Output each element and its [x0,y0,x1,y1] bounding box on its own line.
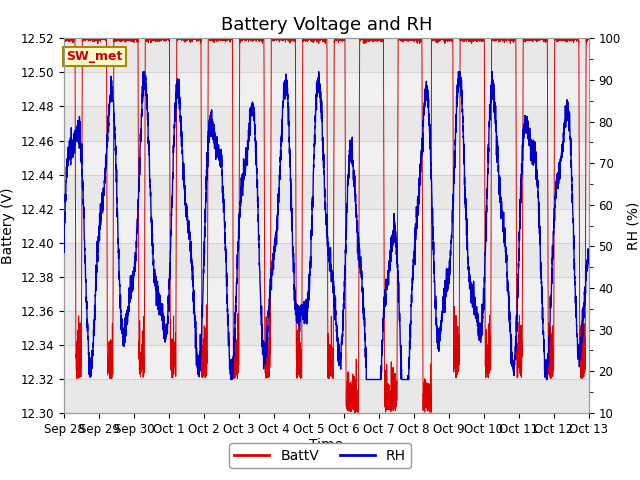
Bar [64,311,589,345]
Legend: BattV, RH: BattV, RH [229,443,411,468]
Bar [64,141,589,175]
Bar [64,175,589,209]
Title: Battery Voltage and RH: Battery Voltage and RH [221,16,432,34]
Bar [64,107,589,141]
Bar [64,345,589,379]
Bar [64,276,589,311]
Bar [64,209,589,242]
Y-axis label: RH (%): RH (%) [627,202,640,250]
X-axis label: Time: Time [309,438,344,452]
Bar [64,38,589,72]
Bar [64,242,589,276]
Text: SW_met: SW_met [67,49,123,62]
Y-axis label: Battery (V): Battery (V) [1,187,15,264]
Bar [64,379,589,413]
Bar [64,72,589,107]
